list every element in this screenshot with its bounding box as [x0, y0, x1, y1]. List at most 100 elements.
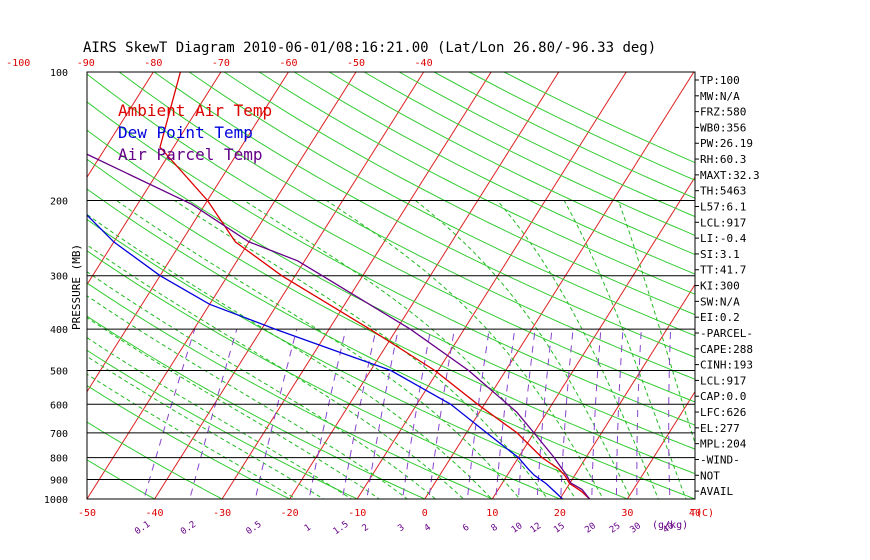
bottom-temp-tick-label: 0 [422, 508, 428, 519]
bottom-temp-tick-label: 20 [554, 508, 566, 519]
top-temp-tick-label: -50 [347, 58, 365, 69]
chart-title: AIRS SkewT Diagram 2010-06-01/08:16:21.0… [83, 40, 656, 56]
dry-adiabat-line [87, 421, 224, 499]
index-item: WB0:356 [700, 121, 746, 134]
dry-adiabat-line [118, 72, 695, 380]
index-item: TH:5463 [700, 185, 746, 198]
index-item: RH:60.3 [700, 153, 746, 166]
index-item: PW:26.19 [700, 137, 753, 150]
index-item: LCL:917 [700, 216, 746, 229]
isotherm-line [757, 63, 870, 509]
mixing-ratio-label: 0.1 [133, 520, 152, 538]
stability-indices: TP:100 MW:N/A FRZ:580 WB0:356 PW:26.19 RH:60.… [695, 74, 760, 498]
bottom-temp-tick-label: 40 [689, 508, 701, 519]
mixing-ratio-line [366, 329, 399, 499]
mixing-ratio-label: 1 [303, 523, 313, 534]
dry-adiabat-line [258, 72, 695, 295]
moist-adiabat-line [87, 213, 493, 499]
index-item: SW:N/A [700, 295, 740, 308]
pressure-tick-label: 100 [50, 68, 68, 79]
dry-adiabat-line [433, 72, 695, 199]
index-item: AVAIL [700, 485, 733, 498]
index-item: LI:-0.4 [700, 232, 747, 245]
pressure-tick-label: 200 [50, 197, 68, 208]
mixing-ratio-unit-label: (g/kg) [652, 520, 688, 531]
index-item: L57:6.1 [700, 200, 746, 213]
mixing-ratio-label: 12 [529, 521, 544, 535]
top-temp-tick-label: -40 [415, 58, 433, 69]
moist-adiabat-line [87, 355, 325, 499]
index-item: EI:0.2 [700, 311, 740, 324]
legend: Ambient Air Temp Dew Point Temp Air Parcel… [118, 101, 272, 164]
bottom-temp-tick-label: -20 [281, 508, 299, 519]
mixing-ratio-label: 0.5 [245, 520, 264, 538]
pressure-tick-label: 500 [50, 366, 68, 377]
index-item: CAP:0.0 [700, 390, 746, 403]
index-item: MW:N/A [700, 90, 740, 103]
isotherm-line [87, 72, 290, 393]
index-item: SI:3.1 [700, 248, 740, 261]
index-item: CINH:193 [700, 359, 753, 372]
pressure-tick-label: 400 [50, 325, 68, 336]
top-temp-tick-label: -100 [6, 58, 30, 69]
mixing-ratio-line [402, 329, 432, 499]
isotherm-line [153, 72, 425, 499]
isotherm-line [221, 72, 492, 499]
series-line [87, 214, 564, 499]
bottom-temp-tick-label: -30 [213, 508, 231, 519]
dry-adiabat-line [398, 72, 695, 218]
dry-adiabat-line [468, 72, 695, 181]
top-temp-tick-label: -80 [144, 58, 162, 69]
mixing-ratio-line [341, 328, 377, 499]
index-item: TT:41.7 [700, 264, 746, 277]
mixing-ratio-line [517, 329, 536, 499]
mixing-ratio-line [428, 329, 455, 499]
index-item: LFC:626 [700, 406, 746, 419]
legend-item: Ambient Air Temp [118, 101, 272, 120]
dry-adiabat-line [87, 218, 629, 499]
dry-adiabat-line [87, 129, 695, 450]
mixing-ratio-line [536, 329, 553, 499]
moist-adiabat-line [87, 271, 437, 499]
mixing-ratio-label: 10 [510, 521, 525, 535]
index-item: -WIND- [700, 453, 740, 466]
dry-adiabat-line [188, 72, 695, 337]
dry-adiabat-line [87, 282, 494, 499]
mixing-ratio-label: 8 [490, 523, 500, 534]
mixing-ratio-label: 15 [552, 521, 567, 535]
isotherm-line [356, 72, 627, 499]
mixing-ratio-line [615, 329, 624, 499]
bottom-temp-tick-label: -10 [348, 508, 366, 519]
mixing-ratio-label: 25 [608, 521, 623, 535]
dry-adiabat-line [153, 72, 695, 358]
pressure-tick-label: 800 [50, 454, 68, 465]
isotherm-line [87, 72, 357, 499]
dry-adiabat-line [87, 73, 695, 403]
background-lines [87, 63, 870, 509]
isotherm-line [626, 390, 695, 499]
moist-adiabat-line [617, 200, 695, 445]
dry-adiabat-line [363, 72, 695, 236]
mixing-ratio-line [591, 329, 602, 499]
index-item: LCL:917 [700, 374, 746, 387]
top-temp-tick-label: -60 [279, 58, 297, 69]
bottom-temp-tick-label: 10 [486, 508, 498, 519]
moist-adiabat-line [87, 295, 409, 499]
moist-adiabat-line [496, 200, 660, 499]
mixing-ratio-line [668, 329, 672, 499]
dry-adiabat-line [223, 72, 695, 316]
pressure-tick-label: 900 [50, 475, 68, 486]
mixing-ratio-line [636, 329, 642, 499]
mixing-ratio-label: 20 [583, 521, 598, 535]
moist-adiabat-line [116, 200, 521, 499]
index-item: TP:100 [700, 74, 740, 87]
mixing-ratio-label: 6 [461, 523, 471, 534]
mixing-ratio-line [560, 329, 574, 499]
legend-item: Dew Point Temp [118, 123, 253, 142]
profile-curves [87, 72, 591, 499]
moist-adiabat-line [87, 244, 465, 499]
mixing-ratio-label: 1.5 [332, 520, 351, 538]
moist-adiabat-line [326, 200, 604, 499]
series-line [159, 72, 591, 499]
index-item: CAPE:288 [700, 343, 753, 356]
